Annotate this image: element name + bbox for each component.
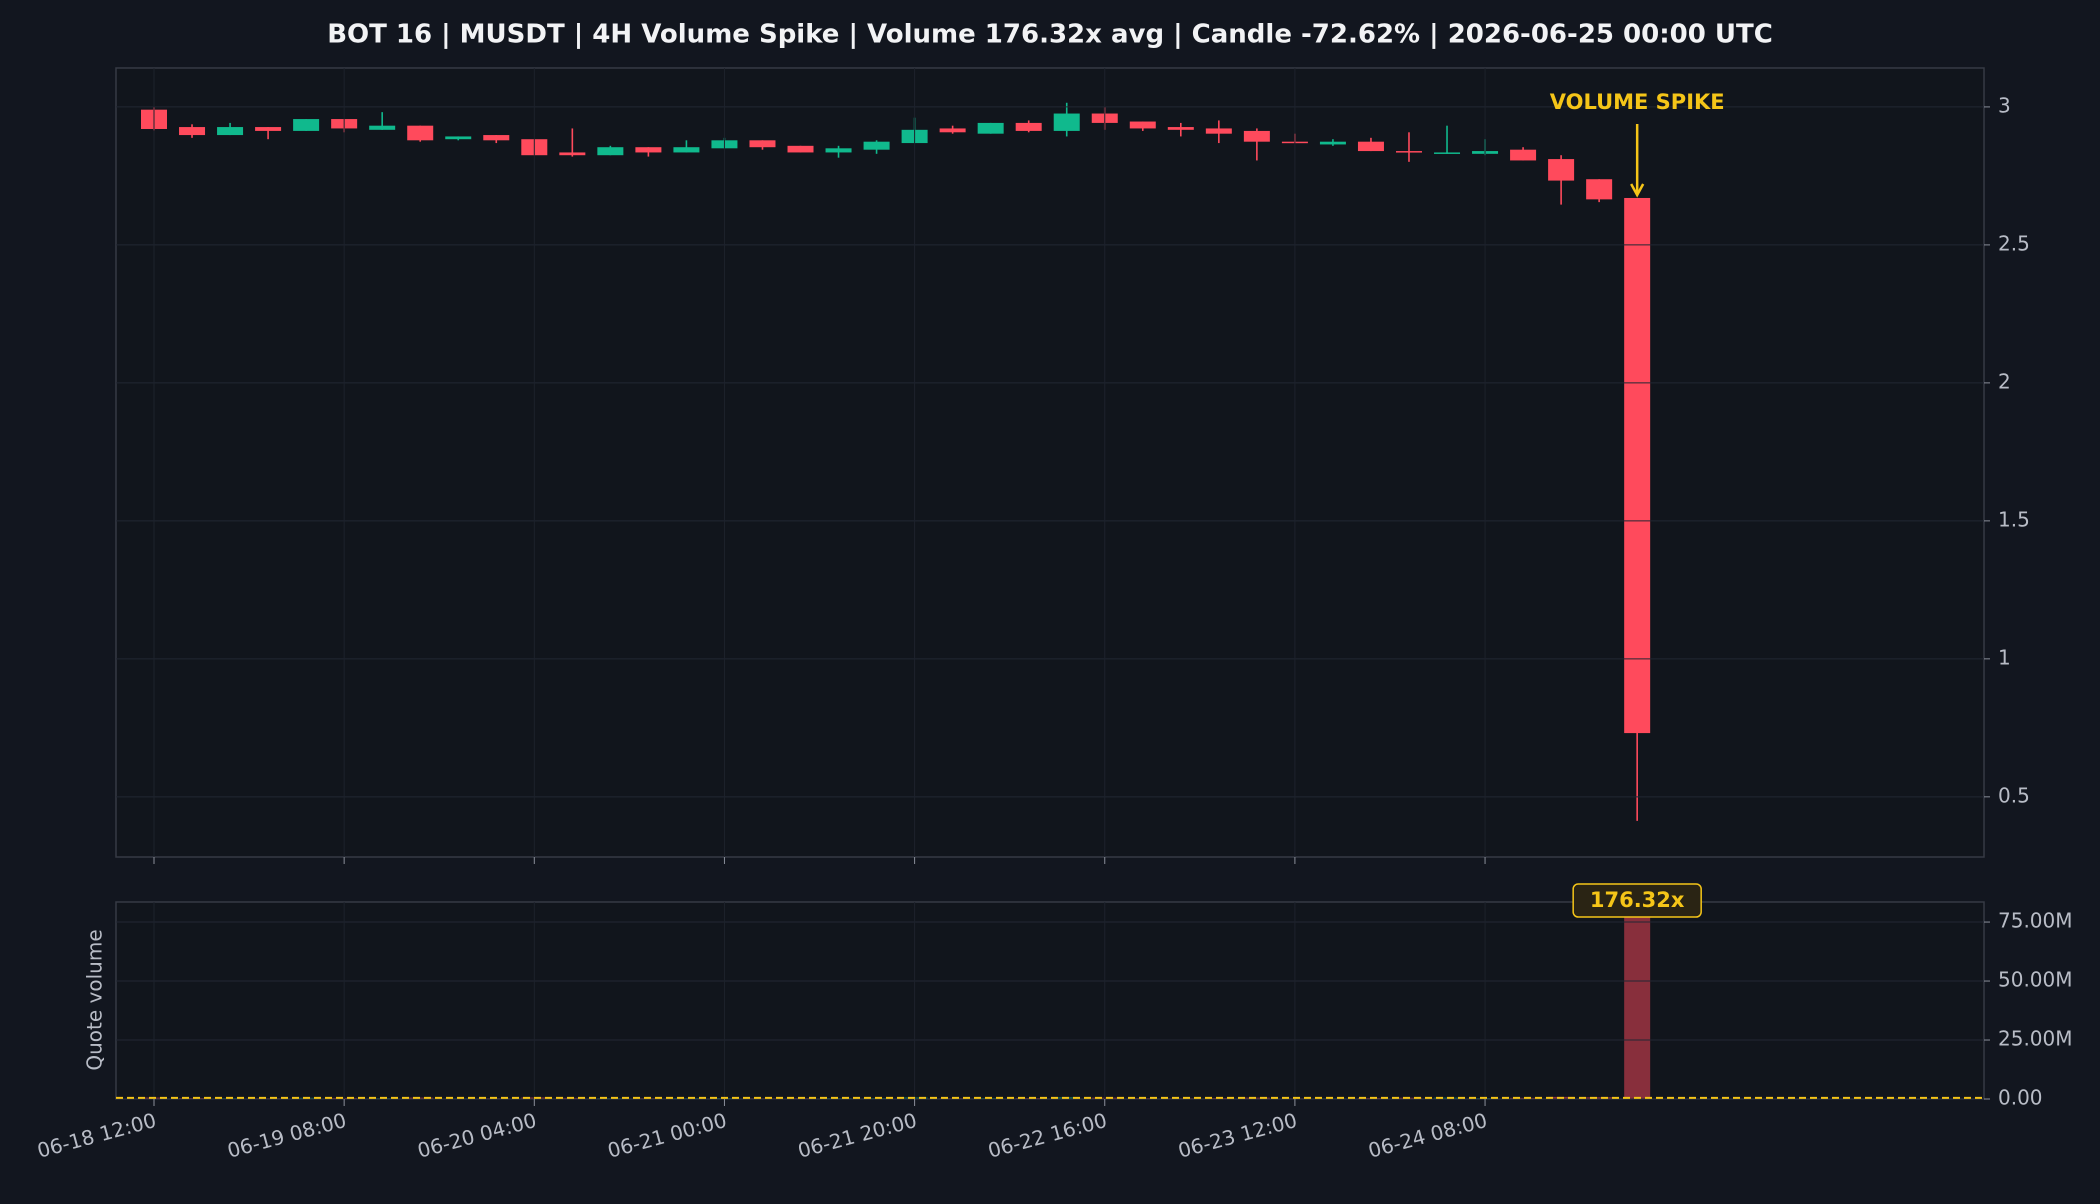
candle-body	[407, 125, 434, 141]
x-tick-label: 06-20 04:00	[415, 1108, 539, 1163]
volume-bar	[1586, 1097, 1613, 1099]
candle-body	[1167, 127, 1194, 130]
candle-body	[1548, 159, 1575, 181]
candle-body	[749, 140, 776, 148]
candle-body	[977, 122, 1004, 134]
price-marks	[141, 102, 1651, 821]
candle-body	[1357, 141, 1384, 152]
candle-body	[483, 135, 510, 141]
arrow-head	[1630, 183, 1645, 198]
candle-body	[1510, 149, 1537, 161]
volume-bar	[407, 1097, 434, 1099]
candle-body	[1205, 128, 1232, 134]
volume-bar	[1243, 1097, 1270, 1099]
candle-body	[597, 147, 624, 156]
x-tick-label: 06-23 12:00	[1175, 1108, 1299, 1163]
candle-body	[787, 145, 814, 153]
candle-body	[1243, 130, 1270, 142]
x-tick-label: 06-18 12:00	[35, 1108, 159, 1163]
volume-bar	[1624, 902, 1651, 1099]
x-tick-label: 06-22 16:00	[985, 1108, 1109, 1163]
spike-label: VOLUME SPIKE	[1550, 90, 1725, 114]
y2-tick-label: 50.00M	[1998, 968, 2073, 992]
candle-body	[635, 147, 662, 153]
chart-title: BOT 16 | MUSDT | 4H Volume Spike | Volum…	[327, 20, 1773, 50]
x-tick-label: 06-21 20:00	[795, 1108, 919, 1163]
candle-body	[825, 148, 852, 153]
y2-tick-label: 25.00M	[1998, 1027, 2073, 1051]
candle-body	[445, 136, 472, 140]
candle-body	[1586, 179, 1613, 200]
candle-body	[293, 119, 320, 131]
volume-panel	[115, 901, 1985, 1100]
y-tick-label: 2.5	[1998, 231, 2030, 255]
candle-body	[1053, 113, 1080, 131]
candle-body	[1434, 152, 1461, 154]
candle-body	[1395, 151, 1422, 153]
candle-body	[1129, 121, 1156, 129]
candle-body	[1319, 141, 1346, 145]
y2-tick-label: 75.00M	[1998, 909, 2073, 933]
x-tick-label: 06-21 00:00	[605, 1108, 729, 1163]
ratio-box	[1572, 883, 1702, 918]
volume-bar	[1510, 1097, 1537, 1099]
y2-tick-label: 0.00	[1998, 1086, 2043, 1110]
y-tick-label: 0.5	[1998, 783, 2030, 807]
x-tick-label: 06-19 08:00	[225, 1108, 349, 1163]
candle-body	[559, 152, 586, 156]
y-tick-label: 1	[1998, 645, 2011, 669]
candle-body	[1015, 122, 1042, 131]
x-tick-label: 06-24 08:00	[1366, 1108, 1490, 1163]
ratio-label: 176.32x	[1590, 888, 1685, 912]
y-tick-label: 2	[1998, 369, 2011, 393]
candle-body	[179, 127, 206, 136]
candle-body	[939, 128, 966, 133]
candle-body	[255, 127, 282, 131]
candle-body	[217, 127, 244, 136]
price-panel	[115, 67, 1985, 858]
y-tick-label: 1.5	[1998, 507, 2030, 531]
y2-axis-label: Quote volume	[83, 929, 107, 1070]
candle-body	[1624, 197, 1651, 734]
y-tick-label: 3	[1998, 93, 2011, 117]
candle-body	[863, 141, 890, 150]
candle-body	[673, 147, 700, 153]
candle-body	[369, 125, 396, 130]
